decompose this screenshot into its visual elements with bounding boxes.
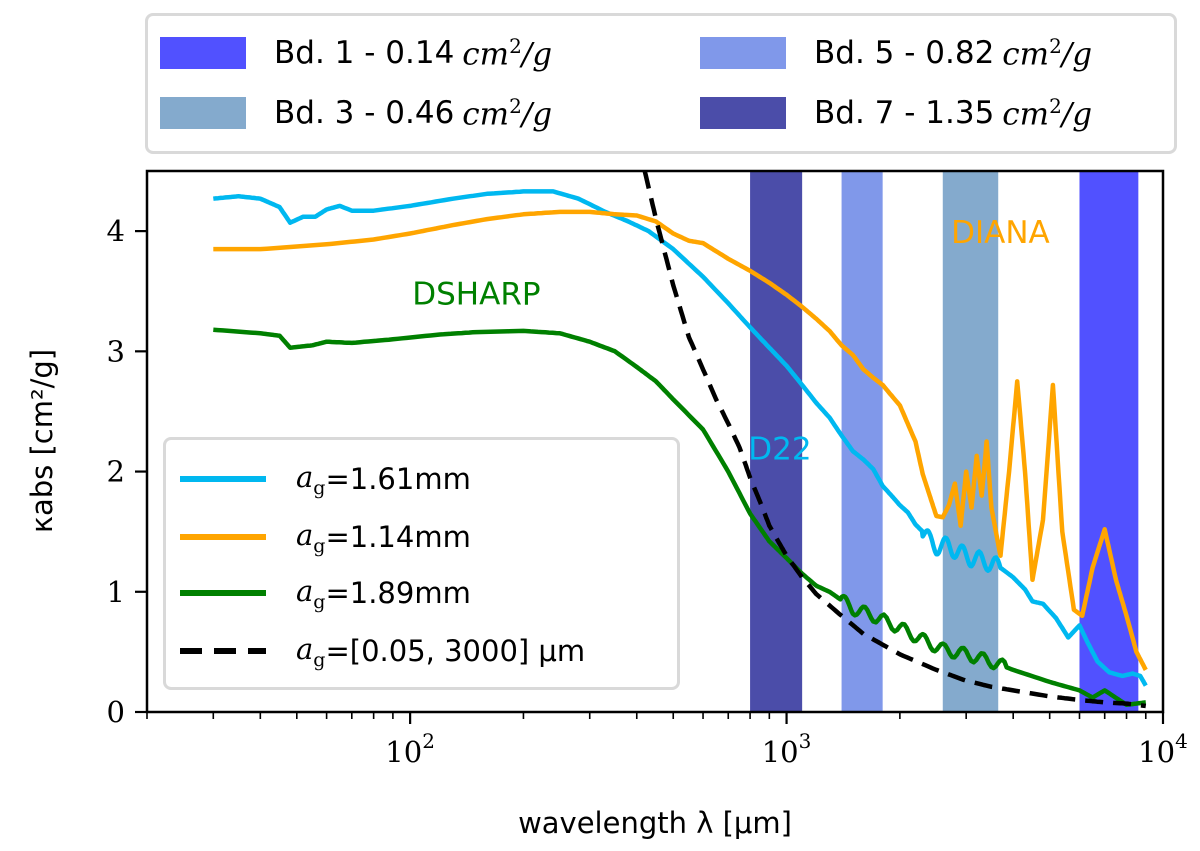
- band-swatch: [160, 37, 246, 70]
- band-label: Bd. 5 - 0.82: [814, 35, 995, 72]
- unit-exp: 2: [509, 34, 522, 58]
- band-legend-item: Bd. 1 - 0.14 cm2/g: [160, 34, 552, 72]
- prefix-letter: a: [296, 518, 314, 552]
- series-line-sample: [180, 476, 266, 483]
- prefix-letter: a: [296, 574, 314, 608]
- prefix-letter: a: [296, 632, 314, 666]
- series-label: =1.14mm: [325, 520, 471, 555]
- x-axis-ticks: 102 103 104: [146, 712, 1188, 769]
- y-axis-ticks: 0 1 2 3 4: [107, 214, 147, 729]
- y-axis-label: κabs [cm²/g]: [25, 349, 59, 533]
- prefix-sub: g: [313, 590, 326, 613]
- x-tick-label: 103: [762, 729, 812, 769]
- band-swatch: [700, 97, 786, 130]
- band-unit: cm2/g: [462, 34, 552, 72]
- prefix-letter: a: [296, 460, 314, 494]
- unit-den: /g: [521, 36, 553, 73]
- curve-annotation-diana: DIANA: [951, 215, 1050, 251]
- prefix-sub: g: [313, 648, 326, 671]
- band-unit: cm2/g: [1002, 94, 1092, 132]
- series-line-mrn: [642, 171, 1147, 709]
- prefix-sub: g: [313, 534, 326, 557]
- y-axis-label-text: κabs [cm²/g]: [25, 349, 59, 533]
- unit-den: /g: [1061, 96, 1093, 133]
- band-unit: cm2/g: [462, 94, 552, 132]
- curve-layer: [213, 171, 1148, 709]
- series-line-d22: [213, 189, 1148, 687]
- band-swatch: [700, 37, 786, 70]
- curve-annotation-d22: D22: [748, 432, 811, 468]
- unit-base: cm: [1002, 36, 1050, 73]
- band-legend-item: Bd. 7 - 1.35 cm2/g: [700, 94, 1092, 132]
- unit-base: cm: [1002, 96, 1050, 133]
- unit-base: cm: [462, 36, 510, 73]
- series-prefix: ag: [296, 460, 325, 499]
- curve-annotation-dsharp: DSHARP: [412, 276, 540, 312]
- series-label: =1.61mm: [325, 462, 471, 497]
- series-legend-item: ag =1.14mm: [180, 518, 471, 557]
- y-tick-label: 4: [107, 214, 125, 248]
- prefix-sub: g: [313, 476, 326, 499]
- annotation-layer: DIANA DSHARP D22: [412, 215, 1050, 467]
- series-legend: ag =1.61mm ag =1.14mm ag =1.89mm ag =[0.…: [163, 437, 680, 690]
- band-label: Bd. 3 - 0.46: [274, 95, 455, 132]
- series-line-diana: [213, 209, 1148, 671]
- band-rect: [942, 171, 999, 712]
- band-regions: [750, 171, 1139, 712]
- y-tick-label: 3: [107, 334, 125, 368]
- band-label: Bd. 1 - 0.14: [274, 35, 455, 72]
- unit-den: /g: [1061, 36, 1093, 73]
- y-tick-label: 2: [107, 455, 125, 489]
- series-prefix: ag: [296, 574, 325, 613]
- band-legend: Bd. 1 - 0.14 cm2/g Bd. 5 - 0.82 cm2/g Bd…: [145, 13, 1177, 154]
- band-rect: [750, 171, 803, 712]
- plot-frame: [145, 169, 1165, 714]
- series-legend-item: ag =1.61mm: [180, 460, 471, 499]
- unit-den: /g: [521, 96, 553, 133]
- y-tick-label: 1: [107, 575, 125, 609]
- x-tick-label: 102: [385, 729, 435, 769]
- series-prefix: ag: [296, 632, 325, 671]
- series-line-sample: [180, 534, 266, 541]
- band-unit: cm2/g: [1002, 34, 1092, 72]
- band-swatch: [160, 97, 246, 130]
- series-label: =[0.05, 3000] μm: [325, 634, 586, 669]
- unit-base: cm: [462, 96, 510, 133]
- unit-exp: 2: [1049, 34, 1062, 58]
- band-legend-item: Bd. 3 - 0.46 cm2/g: [160, 94, 552, 132]
- series-legend-item: ag =[0.05, 3000] μm: [180, 632, 585, 671]
- series-prefix: ag: [296, 518, 325, 557]
- series-line-sample: [180, 648, 266, 655]
- x-axis-label: wavelength λ [μm]: [518, 806, 792, 840]
- series-legend-item: ag =1.89mm: [180, 574, 471, 613]
- band-legend-item: Bd. 5 - 0.82 cm2/g: [700, 34, 1092, 72]
- x-tick-label: 104: [1138, 729, 1188, 769]
- band-label: Bd. 7 - 1.35: [814, 95, 995, 132]
- series-line-sample: [180, 590, 266, 597]
- unit-exp: 2: [1049, 94, 1062, 118]
- series-label: =1.89mm: [325, 576, 471, 611]
- unit-exp: 2: [509, 94, 522, 118]
- y-tick-label: 0: [107, 695, 125, 729]
- series-line-dsharp: [213, 327, 1147, 708]
